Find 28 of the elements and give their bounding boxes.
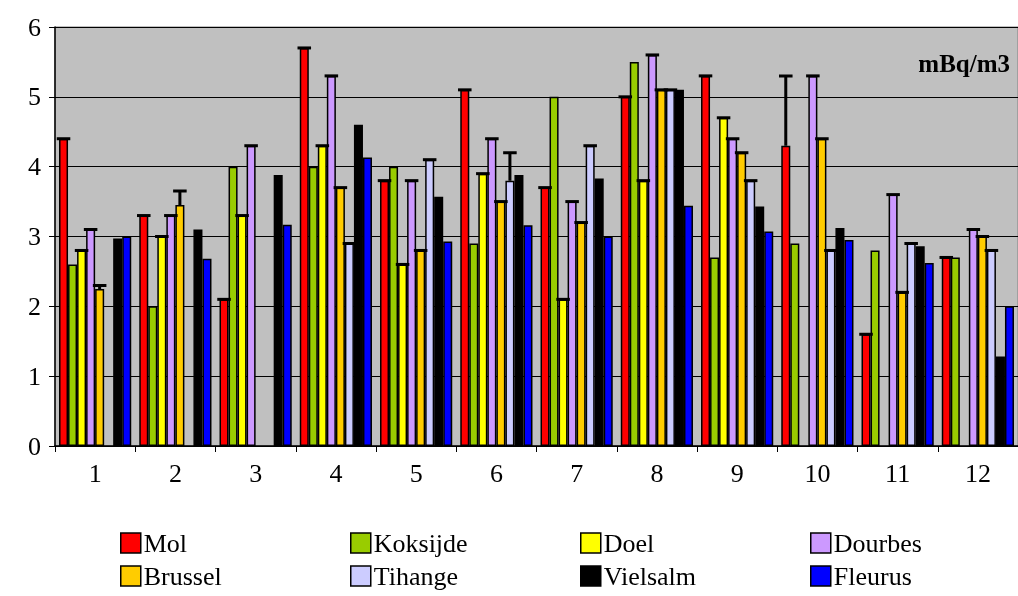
annotation: mBq/m3 <box>918 50 1011 77</box>
x-tick-label: 2 <box>168 458 182 488</box>
legend-label: Fleurus <box>833 561 912 591</box>
y-tick-label: 4 <box>28 152 41 182</box>
x-tick-label: 11 <box>885 458 911 488</box>
y-tick-label: 2 <box>28 291 41 321</box>
x-tick-label: 6 <box>489 458 503 488</box>
legend-label: Tihange <box>373 561 459 591</box>
y-tick-label: 6 <box>28 12 41 42</box>
legend-label: Doel <box>603 528 655 558</box>
y-tick-label: 1 <box>28 361 41 391</box>
legend-label: Mol <box>143 528 188 558</box>
x-tick-label: 4 <box>329 458 343 488</box>
x-tick-label: 8 <box>650 458 664 488</box>
x-tick-label: 12 <box>964 458 991 488</box>
x-tick-label: 10 <box>804 458 831 488</box>
x-tick-label: 1 <box>88 458 102 488</box>
legend-label: Dourbes <box>833 528 922 558</box>
x-tick-label: 7 <box>570 458 584 488</box>
y-tick-label: 0 <box>28 431 41 461</box>
y-tick-label: 5 <box>28 82 41 112</box>
legend-label: Koksijde <box>373 528 468 558</box>
x-tick-label: 9 <box>730 458 744 488</box>
x-tick-label: 5 <box>409 458 423 488</box>
x-tick-label: 3 <box>249 458 263 488</box>
legend-label: Brussel <box>143 561 222 591</box>
y-tick-label: 3 <box>28 222 41 251</box>
legend-label: Vielsalm <box>603 561 697 591</box>
